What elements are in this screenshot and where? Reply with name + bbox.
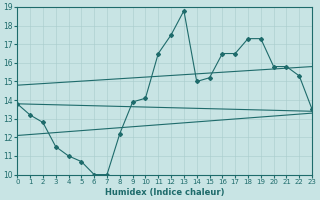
X-axis label: Humidex (Indice chaleur): Humidex (Indice chaleur)	[105, 188, 224, 197]
